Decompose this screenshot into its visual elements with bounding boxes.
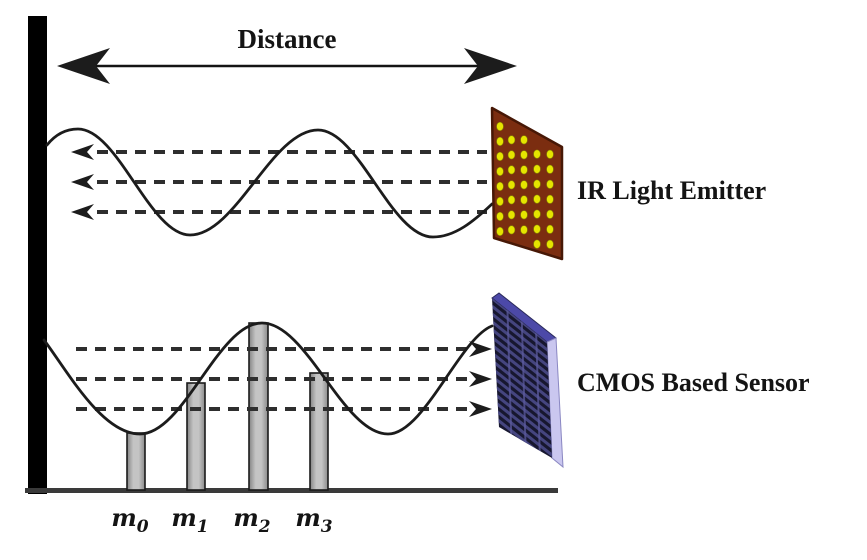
sample-bar-m1 — [186, 382, 206, 491]
target-wall-bar — [28, 16, 47, 494]
sample-label-m1-base: m — [171, 503, 196, 532]
ir-emitter-panel — [490, 106, 564, 261]
sample-label-m3: m3 — [295, 503, 332, 537]
received-ray-arrowhead-2-icon — [469, 371, 492, 387]
received-ray-arrowhead-3-icon — [469, 401, 492, 417]
sample-label-m3-sub: 3 — [321, 517, 333, 537]
distance-label: Distance — [238, 24, 337, 54]
led-dot-grid — [496, 121, 554, 249]
sample-labels: m0 m1 m2 m3 — [111, 503, 332, 537]
sample-label-m0-sub: 0 — [137, 517, 149, 537]
sample-label-m2-sub: 2 — [258, 517, 271, 537]
received-wave — [42, 321, 494, 436]
sample-bars — [126, 322, 329, 491]
sample-label-m0-base: m — [111, 503, 136, 532]
received-ray-arrowhead-1-icon — [469, 341, 492, 357]
sample-label-m1: m1 — [171, 503, 208, 537]
sample-bar-m3 — [309, 372, 329, 491]
received-rays — [76, 341, 492, 417]
sample-label-m1-sub: 1 — [197, 517, 209, 537]
ground-baseline — [25, 488, 558, 493]
cmos-sensor-panel — [491, 292, 564, 469]
sample-label-m3-base: m — [295, 503, 320, 532]
sample-label-m2: m2 — [233, 503, 270, 537]
emitted-ray-arrowhead-3-icon — [71, 204, 94, 220]
emitted-ray-arrowhead-1-icon — [71, 144, 94, 160]
sensor-label: CMOS Based Sensor — [577, 368, 810, 397]
emitted-rays — [71, 144, 487, 220]
distance-arrowhead-left-icon — [57, 48, 110, 84]
emitter-label: IR Light Emitter — [577, 176, 766, 205]
distance-arrow — [57, 48, 517, 84]
emitted-ray-arrowhead-2-icon — [71, 174, 94, 190]
sample-label-m0: m0 — [111, 503, 148, 537]
sample-label-m2-base: m — [233, 503, 258, 532]
distance-arrowhead-right-icon — [464, 48, 517, 84]
emitted-wave — [45, 127, 494, 239]
sample-bar-m0 — [126, 432, 146, 491]
